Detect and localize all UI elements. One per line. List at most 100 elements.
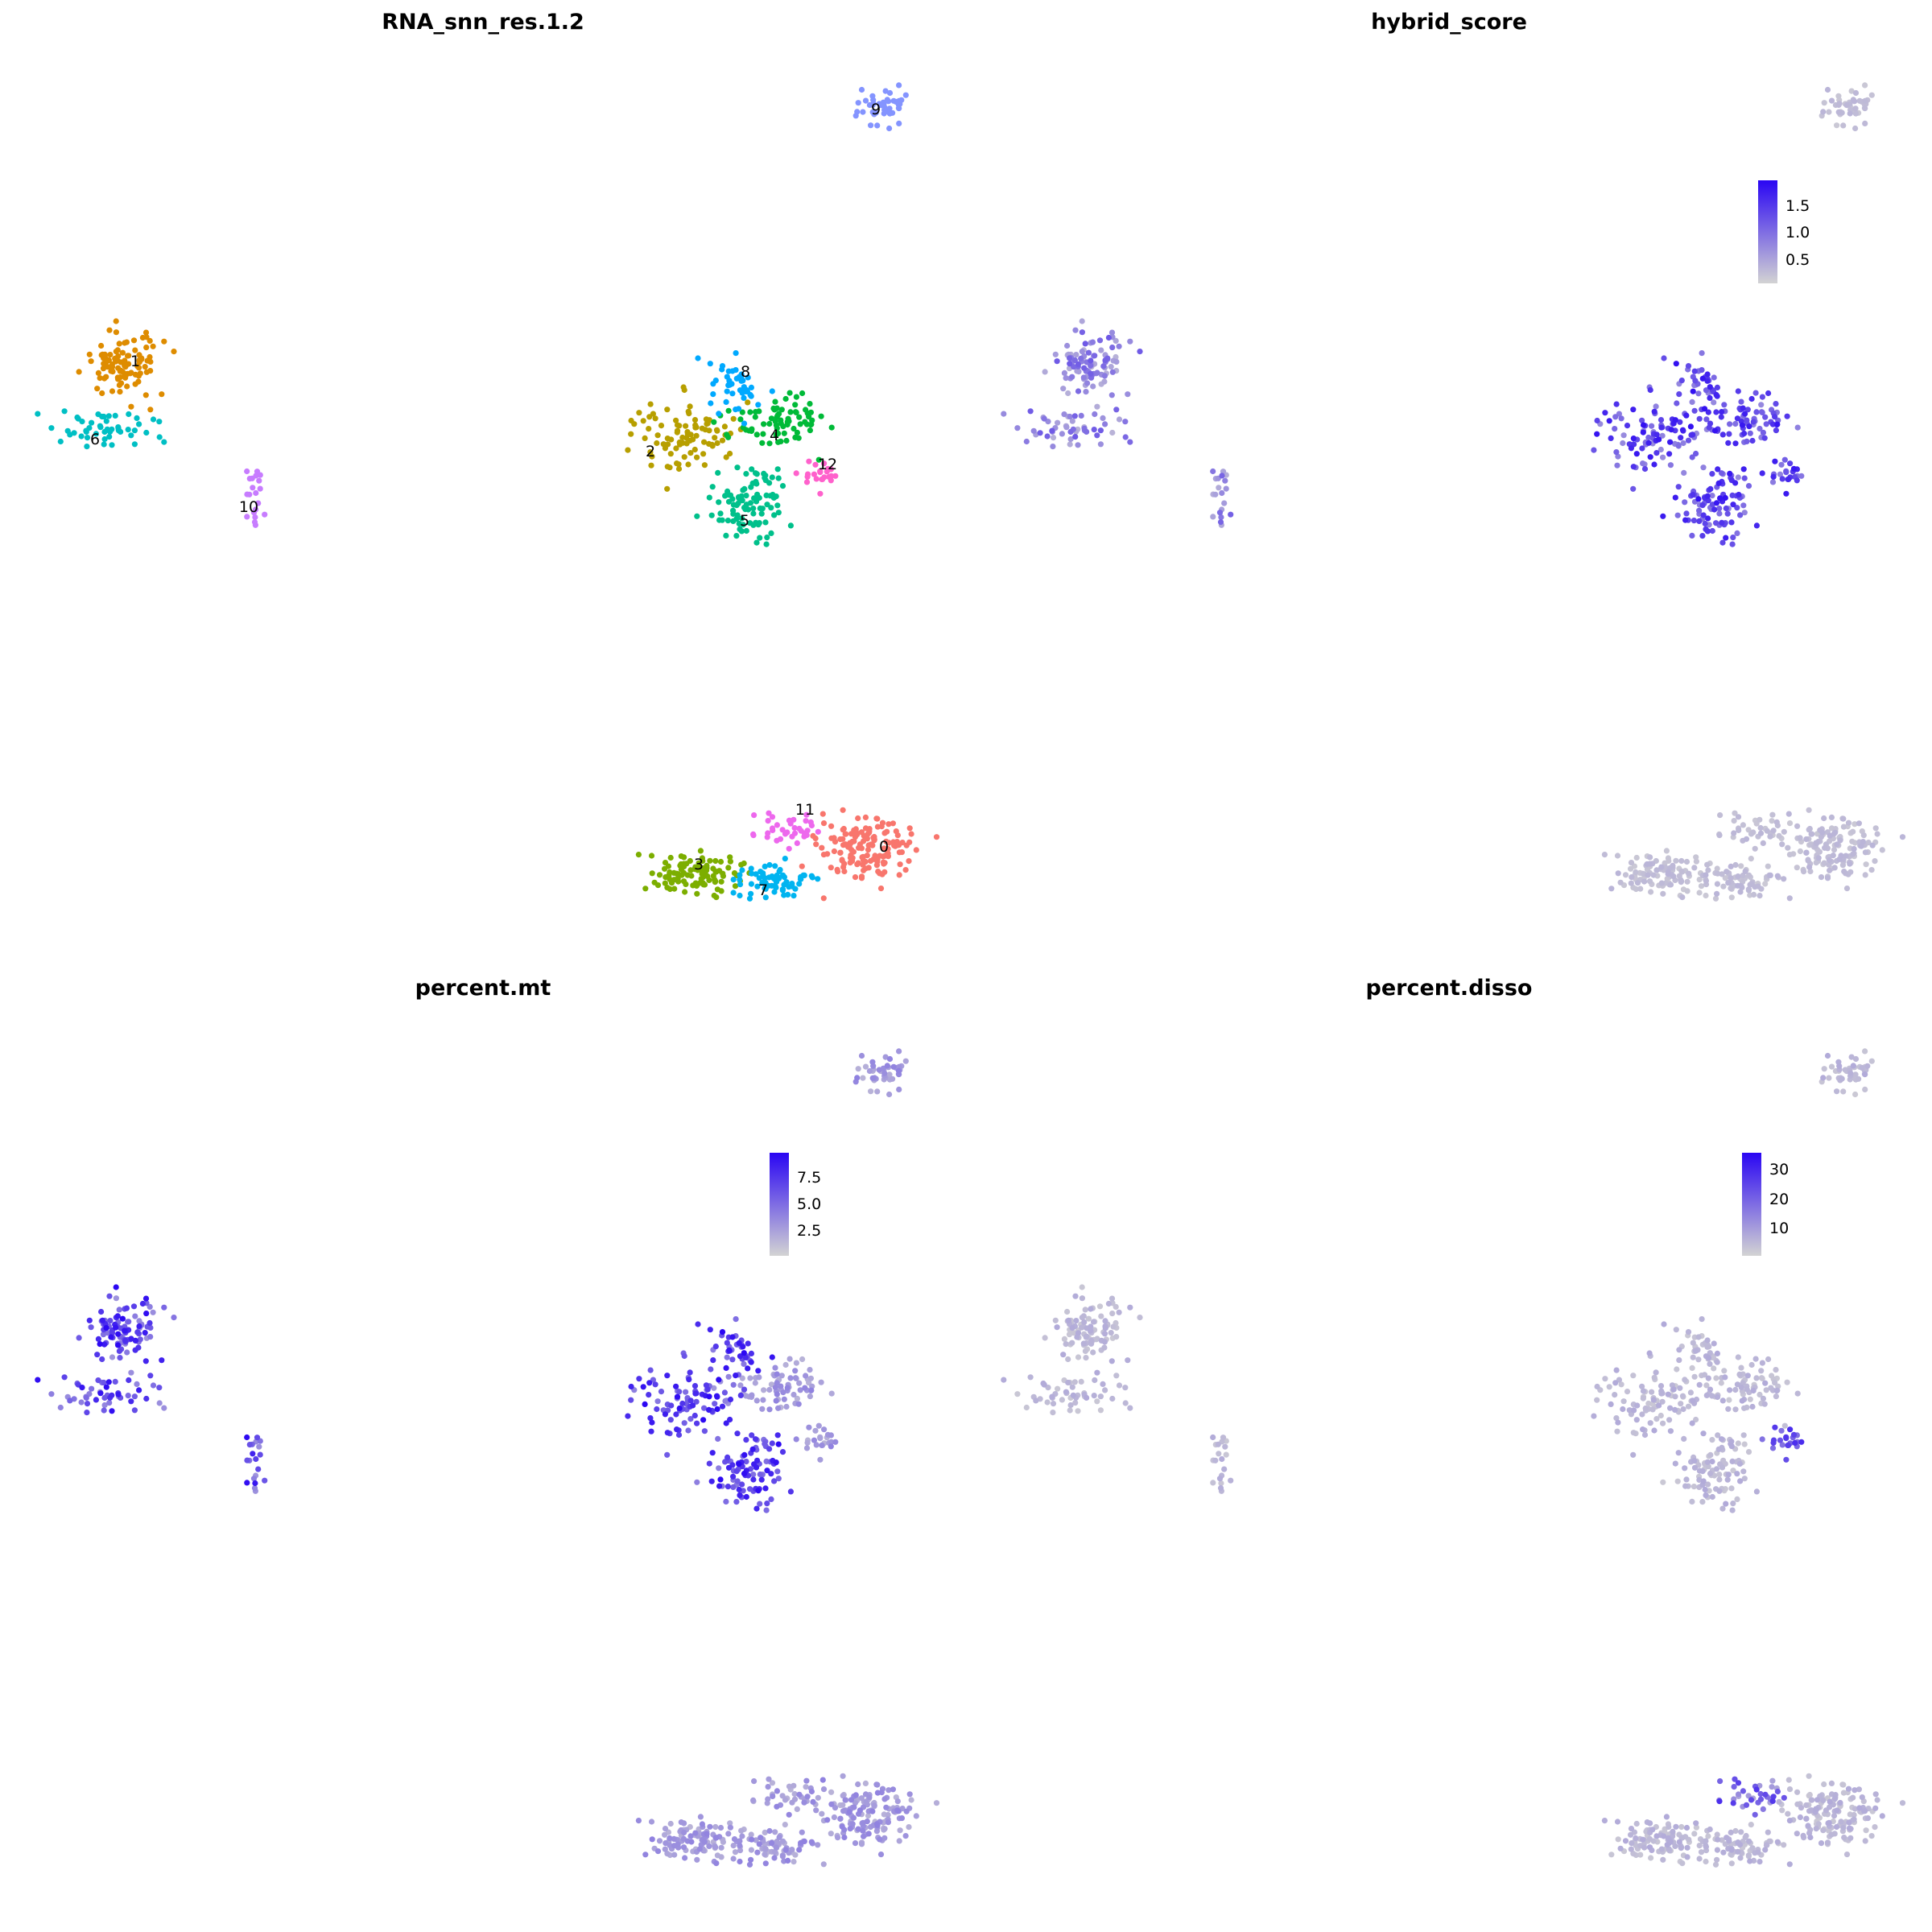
cell-point: [854, 861, 861, 868]
cell-point: [1067, 1407, 1073, 1414]
cell-point: [1693, 1416, 1699, 1423]
cell-point: [1672, 417, 1678, 423]
cell-point: [828, 1439, 835, 1445]
cell-point: [1749, 1403, 1756, 1410]
cell-point: [1704, 1337, 1711, 1344]
cell-point: [874, 856, 881, 862]
cell-point: [98, 1308, 105, 1315]
cell-point: [1071, 1330, 1077, 1336]
cell-point: [1772, 458, 1778, 464]
cell-point: [1864, 1815, 1871, 1822]
cell-point: [1219, 489, 1225, 497]
cell-point: [763, 541, 770, 547]
cell-point: [746, 895, 753, 902]
cell-point: [1717, 1778, 1724, 1785]
cell-point: [1137, 1315, 1143, 1321]
cell-point: [654, 432, 661, 439]
cell-point: [1818, 874, 1825, 881]
cell-point: [1050, 444, 1056, 450]
cell-point: [739, 515, 745, 522]
cell-point: [704, 1831, 710, 1837]
cell-point: [1594, 431, 1600, 437]
cell-point: [857, 1807, 863, 1814]
cell-point: [1624, 1389, 1631, 1395]
cell-point: [1071, 357, 1078, 364]
cell-point: [251, 1484, 258, 1492]
cell-point: [1862, 82, 1868, 89]
cell-point: [1696, 1856, 1703, 1862]
cell-point: [694, 1856, 700, 1863]
cell-point: [832, 1439, 839, 1445]
cell-point: [840, 836, 846, 842]
cell-point: [1815, 1821, 1822, 1827]
cell-point: [1687, 1389, 1694, 1396]
cell-point: [852, 113, 859, 119]
cell-point: [1731, 1784, 1737, 1790]
cell-point: [1641, 465, 1649, 473]
cell-point: [683, 1389, 689, 1395]
cell-point: [1729, 1507, 1736, 1513]
cell-point: [1690, 491, 1696, 498]
cell-point: [1860, 839, 1866, 845]
cell-point: [828, 1801, 835, 1807]
cell-point: [257, 1451, 263, 1458]
cell-point: [863, 1798, 869, 1805]
cell-point: [712, 435, 718, 441]
cell-point: [94, 386, 101, 392]
cell-point: [886, 110, 893, 117]
cell-point: [1792, 1439, 1798, 1447]
cell-point: [1709, 493, 1715, 499]
cell-point: [171, 1315, 177, 1321]
cell-point: [694, 890, 700, 897]
cell-point: [1740, 405, 1746, 411]
cell-point: [1732, 420, 1739, 427]
cell-point: [1787, 1426, 1794, 1433]
cell-point: [879, 819, 886, 826]
cell-point: [1084, 428, 1090, 436]
cell-point: [1764, 828, 1770, 834]
cell-point: [774, 1803, 780, 1810]
cell-point: [1633, 451, 1640, 457]
cell-point: [1691, 1373, 1698, 1380]
cell-point: [1822, 844, 1828, 851]
cell-point: [858, 829, 865, 836]
cell-point: [782, 831, 789, 837]
cell-point: [1703, 1382, 1710, 1389]
cell-point: [772, 1829, 778, 1835]
cell-point: [745, 374, 751, 381]
cell-point: [1088, 370, 1094, 377]
cell-point: [1725, 440, 1732, 446]
cell-point: [681, 863, 687, 870]
cell-point: [701, 462, 708, 469]
cell-point: [667, 451, 674, 457]
cell-point: [701, 439, 708, 445]
cell-point: [1722, 1374, 1728, 1381]
cell-point: [150, 416, 157, 423]
cell-point: [1090, 383, 1096, 390]
cell-point: [706, 427, 712, 434]
cell-point: [733, 1468, 740, 1475]
cell-point: [855, 1066, 861, 1072]
cell-point: [1773, 1388, 1780, 1394]
cell-point: [674, 1393, 681, 1400]
cell-point: [1785, 1810, 1791, 1817]
cell-point: [1712, 1861, 1719, 1868]
cell-point: [1851, 845, 1857, 852]
cell-point: [1727, 470, 1733, 477]
cell-point: [733, 1373, 739, 1379]
cell-point: [743, 471, 749, 477]
cell-point: [1828, 1831, 1835, 1838]
cell-point: [877, 1836, 883, 1843]
cell-point: [710, 1357, 716, 1364]
cell-point: [663, 874, 669, 881]
cell-point: [93, 1397, 99, 1403]
cell-point: [1850, 828, 1856, 835]
cell-point: [716, 1377, 722, 1383]
cell-point: [1703, 1492, 1709, 1498]
cell-point: [807, 422, 814, 428]
cell-point: [724, 1484, 732, 1490]
cell-point: [1813, 860, 1819, 866]
cell-point: [251, 518, 258, 526]
cell-point: [1715, 870, 1721, 877]
cell-point: [828, 1390, 835, 1397]
